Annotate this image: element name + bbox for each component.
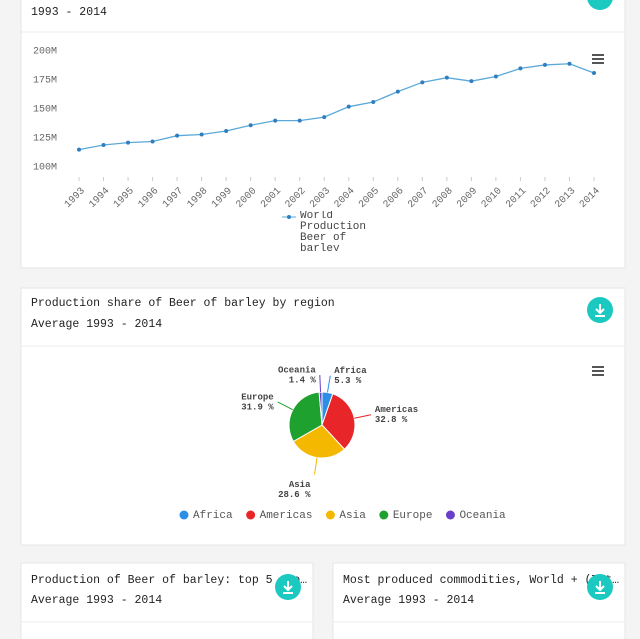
connector [354, 414, 372, 419]
y-tick-label: 150M [33, 105, 57, 116]
data-label: 32.8 % [375, 415, 408, 425]
download-button[interactable] [587, 574, 613, 600]
point [273, 118, 278, 123]
point [297, 118, 302, 123]
data-label-name: Oceania [278, 365, 316, 375]
y-tick-label: 200M [33, 47, 57, 58]
data-label: 1.4 % [289, 375, 317, 385]
point [493, 74, 498, 79]
y-tick-label: 175M [33, 76, 57, 87]
card-title: Most produced commodities, World + (Tot… [343, 574, 619, 587]
legend-symbol [445, 510, 455, 520]
legend-label[interactable]: Oceania [459, 510, 506, 522]
connector [319, 375, 322, 393]
menu-icon[interactable] [592, 366, 604, 376]
legend-symbol [246, 510, 256, 520]
point [371, 100, 376, 105]
download-button[interactable] [275, 574, 301, 600]
card [20, 562, 314, 639]
y-tick-label: 100M [33, 163, 57, 174]
card-title: Production of Beer of barley: top 5 pro… [31, 574, 307, 587]
legend: World Production Beer of barley [300, 211, 367, 251]
menu-icon[interactable] [592, 54, 604, 64]
point [567, 61, 572, 66]
point [395, 89, 400, 94]
card-subtitle: 1993 - 2014 [31, 6, 107, 19]
legend-symbol [379, 510, 389, 520]
data-label: 28.6 % [278, 490, 311, 500]
data-label: 5.3 % [334, 376, 362, 386]
point [542, 62, 547, 67]
connector [277, 401, 293, 411]
point [199, 132, 204, 137]
pie-slice [321, 393, 356, 450]
legend-symbol [325, 510, 335, 520]
data-label-name: Europe [241, 392, 273, 402]
legend-label[interactable]: Asia [339, 510, 366, 522]
point [175, 133, 180, 138]
pie-slice [292, 424, 346, 459]
point [224, 129, 229, 134]
point [322, 115, 327, 120]
legend-label[interactable]: Africa [193, 510, 233, 522]
point [248, 123, 253, 128]
card-subtitle: Average 1993 - 2014 [31, 594, 162, 607]
card [332, 562, 626, 639]
data-label: 31.9 % [241, 402, 274, 412]
legend-label[interactable]: World Production Beer of barley [300, 211, 367, 251]
point [346, 104, 351, 109]
point [444, 75, 449, 80]
point [126, 140, 131, 145]
connector [313, 457, 318, 475]
data-label-name: Africa [334, 366, 367, 376]
download-button[interactable] [587, 297, 613, 323]
legend-symbol [179, 510, 189, 520]
point [420, 80, 425, 85]
line [78, 63, 595, 151]
point [592, 71, 596, 76]
card-subtitle: Average 1993 - 2014 [31, 318, 162, 331]
y-tick-label: 125M [33, 134, 57, 145]
legend-symbol [287, 215, 291, 219]
legend-label[interactable]: Americas [260, 510, 313, 522]
pie-slice [288, 391, 323, 443]
point [469, 79, 474, 84]
card-title: Production share of Beer of barley by re… [31, 297, 335, 310]
point [518, 66, 523, 71]
card [20, 0, 626, 269]
data-label-name: Americas [375, 405, 418, 415]
card-subtitle: Average 1993 - 2014 [343, 594, 474, 607]
point [77, 147, 81, 152]
download-button[interactable] [587, 0, 613, 10]
data-label-name: Asia [289, 480, 311, 490]
pie-slice [318, 391, 323, 426]
point [150, 139, 155, 144]
connector [326, 375, 331, 393]
legend-label[interactable]: Europe [393, 510, 433, 522]
point [101, 142, 106, 147]
